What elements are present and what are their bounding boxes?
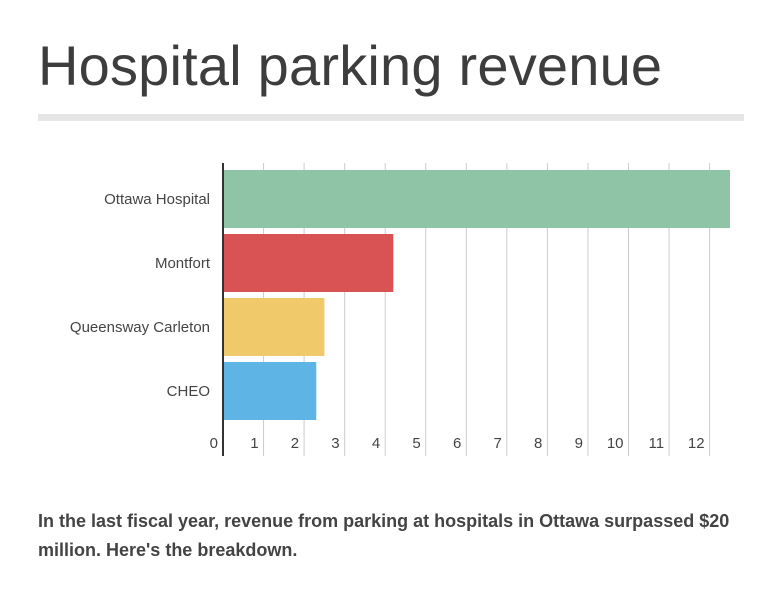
bar [223, 362, 317, 420]
x-tick-label: 3 [331, 435, 339, 452]
category-label: CHEO [167, 383, 210, 400]
category-label: Ottawa Hospital [104, 191, 210, 208]
x-tick-label: 11 [648, 435, 664, 452]
page-title: Hospital parking revenue [38, 34, 663, 97]
category-label: Montfort [155, 255, 211, 272]
bar [223, 298, 325, 356]
category-labels: Ottawa Hospital Montfort Queensway Carleto… [70, 191, 211, 400]
x-tick-label: 2 [291, 435, 299, 452]
x-tick-label: 8 [534, 435, 542, 452]
bar [223, 234, 394, 292]
bar [223, 170, 730, 228]
category-label: Queensway Carleton [70, 319, 210, 336]
x-tick-label: 0 [210, 435, 218, 452]
x-tick-label: 5 [412, 435, 420, 452]
x-tick-label: 9 [575, 435, 583, 452]
x-tick-label: 7 [494, 435, 502, 452]
chart-caption: In the last fiscal year, revenue from pa… [38, 511, 730, 560]
bar-chart: Ottawa Hospital Montfort Queensway Carleto… [70, 163, 730, 456]
x-tick-label: 4 [372, 435, 380, 452]
x-tick-label: 10 [607, 435, 624, 452]
x-tick-label: 1 [250, 435, 258, 452]
title-divider [38, 114, 744, 121]
bars [223, 170, 730, 420]
x-tick-labels: 0 1 2 3 4 5 6 7 8 9 10 11 12 [210, 435, 705, 452]
x-tick-label: 6 [453, 435, 461, 452]
x-tick-label: 12 [688, 435, 705, 452]
